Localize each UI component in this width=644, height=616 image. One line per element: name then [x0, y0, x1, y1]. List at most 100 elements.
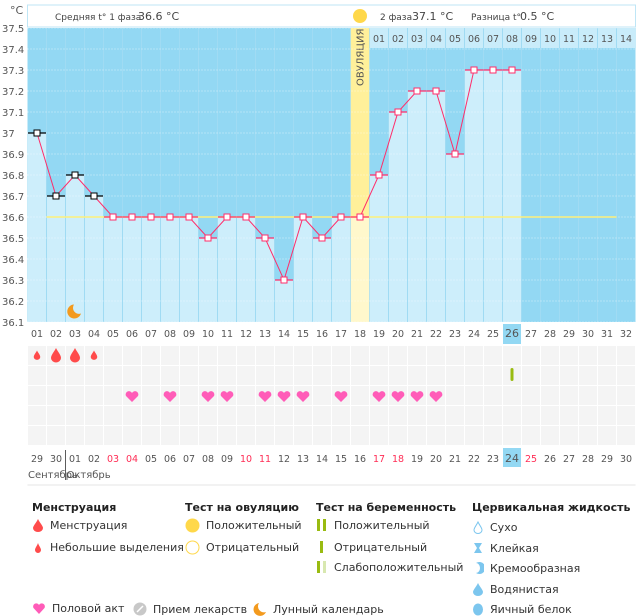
symptom-cell	[598, 346, 616, 365]
phase2-day-cell	[579, 28, 597, 48]
two-lines-icon	[317, 519, 326, 531]
symptom-cell	[161, 426, 179, 445]
symptom-cell	[275, 406, 293, 425]
temperature-bar	[161, 217, 179, 322]
cycle-day-label: 05	[107, 329, 119, 340]
temperature-point	[90, 192, 98, 200]
date-label: 06	[164, 454, 176, 465]
cycle-day-label: 04	[88, 329, 100, 340]
cycle-day-label: 29	[563, 329, 575, 340]
temperature-point	[489, 66, 497, 74]
heart-icon	[410, 391, 424, 402]
phase2-day-label: 12	[582, 34, 594, 45]
phase2-day-cell	[484, 28, 502, 48]
y-tick-label: 37	[2, 129, 15, 140]
symptom-cell	[28, 386, 46, 405]
symptom-cell	[313, 426, 331, 445]
symptom-cell	[465, 426, 483, 445]
symptom-cell	[541, 426, 559, 445]
legend-cervical-eggwhite: Яичный белок	[472, 602, 572, 616]
symptom-cell	[275, 426, 293, 445]
cycle-day-label: 14	[278, 329, 290, 340]
date-label: 21	[449, 454, 461, 465]
date-label: 09	[221, 454, 233, 465]
symptom-cell	[28, 366, 46, 385]
symptom-cell	[446, 346, 464, 365]
symptom-cell	[465, 346, 483, 365]
heart-icon	[220, 391, 234, 402]
legend-label: Клейкая	[490, 541, 539, 555]
ovulation-column	[350, 28, 370, 217]
symptom-cell	[199, 346, 217, 365]
symptom-cell	[484, 386, 502, 405]
symptom-cell	[408, 406, 426, 425]
cycle-day-label: 17	[335, 329, 347, 340]
cycle-day-label: 30	[582, 329, 594, 340]
date-label: 14	[316, 454, 328, 465]
temperature-point	[185, 213, 193, 221]
legend-label: Небольшие выделения	[50, 540, 184, 554]
cycle-day-label: 10	[202, 329, 214, 340]
y-tick-label: 36.9	[2, 150, 24, 161]
legend-ovulation-positive: Положительный	[185, 518, 302, 533]
date-label: 12	[278, 454, 290, 465]
temperature-point	[356, 213, 364, 221]
symptom-cell	[408, 346, 426, 365]
symptom-cell	[161, 366, 179, 385]
cycle-day-label: 20	[392, 329, 404, 340]
symptom-cell	[142, 386, 160, 405]
temperature-bar	[28, 133, 46, 322]
symptom-cell	[427, 346, 445, 365]
legend-label: Лунный календарь	[273, 602, 384, 616]
date-label: 26	[544, 454, 556, 465]
symptom-cell	[503, 406, 521, 425]
legend-cervical-dry: Сухо	[472, 520, 517, 534]
symptom-cell	[446, 406, 464, 425]
symptom-cell	[294, 406, 312, 425]
symptom-cell	[47, 426, 65, 445]
diff-label: Разница t°	[471, 13, 521, 23]
symptom-cell	[617, 346, 635, 365]
drop-icon	[33, 519, 43, 532]
legend-label: Кремообразная	[490, 561, 581, 575]
phase2-day-cell	[446, 28, 464, 48]
symptom-cell	[313, 366, 331, 385]
legend-label: Сухо	[490, 520, 518, 534]
pill-icon	[133, 602, 147, 616]
legend-label: Водянистая	[490, 582, 559, 596]
cycle-day-label: 03	[69, 329, 81, 340]
symptom-cell	[484, 346, 502, 365]
symptom-cell	[218, 406, 236, 425]
symptom-cell	[237, 386, 255, 405]
phase2-day-label: 07	[487, 34, 499, 45]
symptom-cell	[123, 426, 141, 445]
legend-pregnancy-weak: Слабоположительный	[316, 560, 463, 574]
legend-spotting: Небольшие выделения	[32, 540, 184, 554]
legend-pregnancy-positive: Положительный	[316, 518, 430, 532]
symptom-cell	[199, 366, 217, 385]
symptom-cell	[541, 346, 559, 365]
cycle-day-label: 23	[449, 329, 461, 340]
temperature-point	[71, 171, 79, 179]
legend-label: Яичный белок	[490, 602, 572, 616]
cycle-day-label: 28	[544, 329, 556, 340]
cycle-day-label: 26	[505, 327, 519, 340]
month-label: Октябрь	[67, 470, 111, 481]
phase2-label: 2 фаза	[380, 13, 412, 23]
hourglass-icon	[474, 543, 482, 553]
cycle-day-label: 07	[145, 329, 157, 340]
symptom-cell	[123, 346, 141, 365]
symptom-cell	[598, 426, 616, 445]
filled-circle-icon	[185, 518, 200, 533]
symptom-cell	[484, 406, 502, 425]
symptom-cell	[446, 426, 464, 445]
date-label: 25	[525, 454, 537, 465]
symptom-cell	[332, 406, 350, 425]
temperature-bar	[465, 70, 483, 322]
symptom-cell	[560, 386, 578, 405]
legend-label: Прием лекарств	[153, 602, 248, 616]
temperature-bar	[370, 175, 388, 322]
symptom-cell	[28, 406, 46, 425]
symptom-cell	[598, 406, 616, 425]
temperature-point	[470, 66, 478, 74]
